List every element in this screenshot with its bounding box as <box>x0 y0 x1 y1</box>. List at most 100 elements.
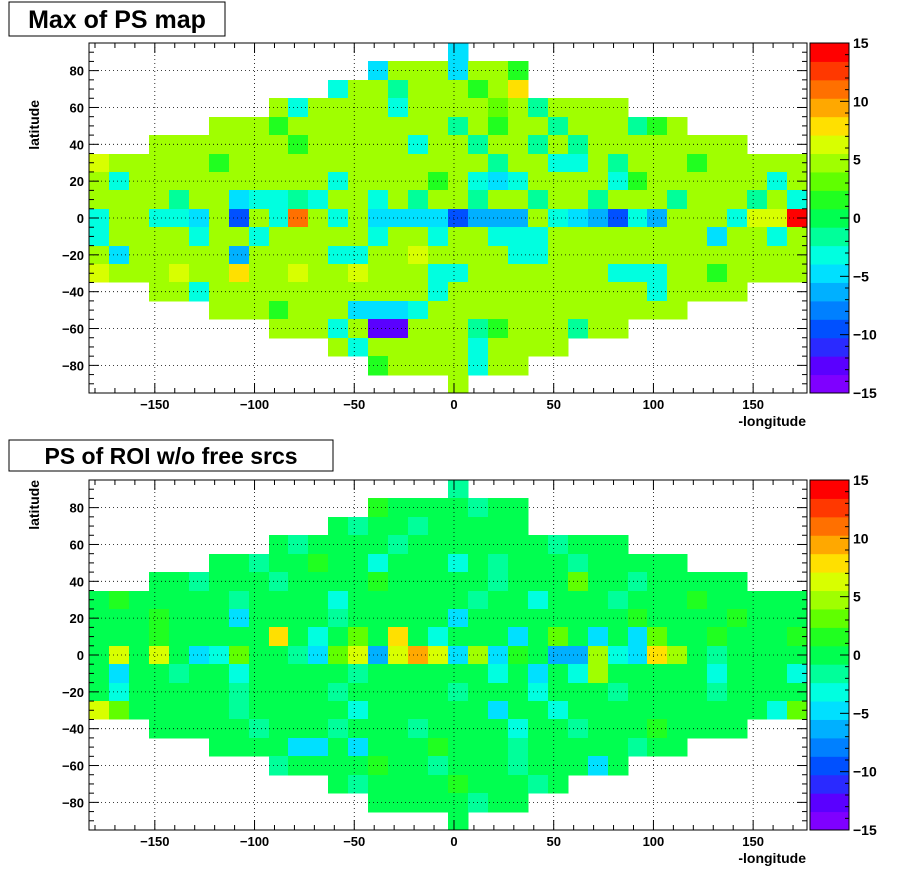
heatmap-cell <box>288 172 309 191</box>
heatmap-cell <box>588 591 609 610</box>
heatmap-cell <box>408 190 429 210</box>
heatmap-cell <box>89 627 110 647</box>
heatmap-cell <box>568 572 589 592</box>
heatmap-cell <box>129 209 150 228</box>
heatmap-cell <box>667 572 688 592</box>
heatmap-cell <box>189 664 210 684</box>
heatmap-cell <box>388 227 409 247</box>
heatmap-cell <box>348 264 369 283</box>
heatmap-cell <box>448 738 469 757</box>
heatmap-cell <box>209 591 230 610</box>
colorbar-tick-label: 10 <box>853 530 869 546</box>
heatmap-cell <box>488 209 509 228</box>
heatmap-cell <box>209 135 230 155</box>
heatmap-cell <box>488 627 509 647</box>
colorbar-segment <box>810 608 849 628</box>
heatmap-cell <box>288 319 309 339</box>
heatmap-cell <box>368 319 389 339</box>
heatmap-cell <box>468 756 489 776</box>
heatmap-cell <box>468 738 489 757</box>
heatmap-cell <box>588 701 609 720</box>
colorbar-segment <box>810 535 849 555</box>
x-axis-label: -longitude <box>738 413 806 429</box>
colorbar-tick-label: −5 <box>853 705 869 721</box>
heatmap-cell <box>308 646 329 665</box>
heatmap-cell <box>288 719 309 739</box>
heatmap-cell <box>269 572 289 592</box>
heatmap-cell <box>209 719 230 739</box>
heatmap-cell <box>368 264 389 283</box>
heatmap-cell <box>508 282 529 302</box>
colorbar-segment <box>810 774 849 794</box>
heatmap-cell <box>528 701 549 720</box>
heatmap-cell <box>129 591 150 610</box>
colorbar-segment <box>810 171 849 191</box>
heatmap-cell <box>508 154 529 173</box>
heatmap-cell <box>767 246 788 265</box>
heatmap-cell <box>89 646 110 665</box>
heatmap-cell <box>428 609 449 628</box>
heatmap-cell <box>528 664 549 684</box>
heatmap-cell <box>189 719 210 739</box>
heatmap-cell <box>388 246 409 265</box>
heatmap-cell <box>388 80 409 99</box>
heatmap-cell <box>129 172 150 191</box>
heatmap-cell <box>249 646 270 665</box>
colorbar <box>809 479 850 831</box>
heatmap-cell <box>667 154 688 173</box>
heatmap-cell <box>647 154 668 173</box>
heatmap-cell <box>209 301 230 320</box>
heatmap-cell <box>229 135 250 155</box>
heatmap-cell <box>548 190 569 210</box>
heatmap-cell <box>189 572 210 592</box>
heatmap-cell <box>448 480 469 499</box>
heatmap-cell <box>368 98 389 118</box>
heatmap-cell <box>209 227 230 247</box>
heatmap-cell <box>588 319 609 339</box>
heatmap-cell <box>328 738 349 757</box>
heatmap-cell <box>488 591 509 610</box>
heatmap-cell <box>408 301 429 320</box>
heatmap-cell <box>428 775 449 794</box>
heatmap-cell <box>209 154 230 173</box>
heatmap-cell <box>269 227 289 247</box>
heatmap-cell <box>568 756 589 776</box>
heatmap-cell <box>388 591 409 610</box>
heatmap-cell <box>328 775 349 794</box>
heatmap-cell <box>428 683 449 702</box>
heatmap-cell <box>408 627 429 647</box>
y-tick-label: −20 <box>62 685 84 700</box>
heatmap-cell <box>508 301 529 320</box>
heatmap-cell <box>448 535 469 555</box>
heatmap-cell <box>528 282 549 302</box>
heatmap-cell <box>388 646 409 665</box>
heatmap-cell <box>229 154 250 173</box>
heatmap-cell <box>229 646 250 665</box>
heatmap-cell <box>488 264 509 283</box>
heatmap-cell <box>747 683 768 702</box>
heatmap-cell <box>229 572 250 592</box>
heatmap-cell <box>368 246 389 265</box>
colorbar-segment <box>810 737 849 757</box>
heatmap-cell <box>508 338 529 357</box>
heatmap-cell <box>687 264 708 283</box>
heatmap-cell <box>747 246 768 265</box>
heatmap-cell <box>348 154 369 173</box>
heatmap-cell <box>608 535 629 555</box>
heatmap-cell <box>488 683 509 702</box>
colorbar-segment <box>810 190 849 210</box>
heatmap-cell <box>667 227 688 247</box>
heatmap-cell <box>727 154 748 173</box>
heatmap-cell <box>308 282 329 302</box>
heatmap-cell <box>368 356 389 376</box>
heatmap-cell <box>428 98 449 118</box>
heatmap-cell <box>727 227 748 247</box>
heatmap-cell <box>488 554 509 573</box>
heatmap-cell <box>628 664 648 684</box>
heatmap-cell <box>408 756 429 776</box>
heatmap-cell <box>608 209 629 228</box>
heatmap-cell <box>528 756 549 776</box>
heatmap-cell <box>767 701 788 720</box>
heatmap-cell <box>548 98 569 118</box>
heatmap-cell <box>787 591 808 610</box>
